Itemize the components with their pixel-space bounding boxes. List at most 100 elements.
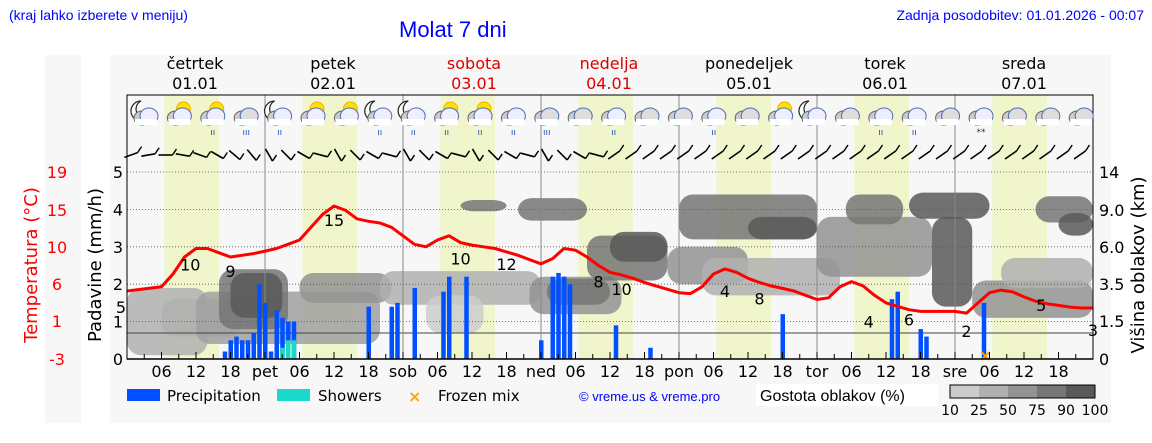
- wind-barb-feather: [688, 144, 694, 152]
- copyright-link: © vreme.us & vreme.pro: [579, 389, 720, 404]
- day-date: 04.01: [586, 74, 632, 93]
- cloud-tick: 14: [1099, 163, 1119, 182]
- wind-barb: [402, 148, 412, 162]
- wind-barb: [935, 150, 948, 160]
- last-update: Zadnja posodobitev: 01.01.2026 - 00:07: [896, 7, 1144, 23]
- temp-label: 8: [593, 273, 603, 292]
- cloud-icon: [634, 107, 660, 126]
- wind-barb: [607, 150, 621, 160]
- precip-bar: [274, 310, 279, 359]
- moon-cloud-rain-icon: ıı: [397, 100, 426, 138]
- x-tick-label: 06: [841, 362, 861, 381]
- precip-bar: [412, 287, 417, 359]
- rain-glyph: ıı: [878, 128, 883, 138]
- x-tick-label: 06: [289, 362, 309, 381]
- cloud-blob: [380, 271, 541, 305]
- x-tick-label: 18: [772, 362, 792, 381]
- rain-glyph: ıı: [477, 128, 482, 138]
- wind-barb-feather: [377, 152, 384, 159]
- precip-bar: [245, 340, 251, 359]
- page-title: Molat 7 dni: [399, 17, 507, 42]
- wind-barb-feather: [877, 144, 884, 152]
- precip-bar: [780, 314, 785, 359]
- x-tick-label: 12: [186, 362, 206, 381]
- precip-bar: [268, 351, 274, 359]
- moon-cloud-rain-icon: ıı: [264, 100, 293, 138]
- precip-bar: [447, 276, 452, 359]
- wind-barb-feather: [205, 151, 212, 158]
- precip-bar: [924, 336, 929, 359]
- wind-barb-feather: [1033, 144, 1039, 152]
- wind-barb-feather: [464, 150, 471, 158]
- wind-barb: [418, 149, 430, 161]
- moon-cloud-icon: [130, 100, 159, 126]
- wind-barb: [366, 150, 379, 160]
- wind-barb: [573, 150, 586, 160]
- precip-bar: [257, 284, 262, 359]
- cloud-blob: [518, 198, 587, 221]
- wind-barb: [435, 150, 448, 160]
- sun-cloud-icon: [768, 101, 794, 126]
- wind-barb-feather: [757, 144, 763, 152]
- moon-cloud-rain-icon: ıı: [364, 100, 393, 138]
- wind-barb-feather: [255, 153, 261, 161]
- x-tick-label: 06: [151, 362, 171, 381]
- precip-bar: [918, 329, 923, 359]
- wind-barb-feather: [171, 148, 178, 156]
- precip-bar: [366, 306, 371, 359]
- wind-barb: [589, 152, 604, 158]
- day-date: 05.01: [726, 74, 772, 93]
- cloud-rain-icon: ıı: [701, 107, 727, 138]
- precip-bar: [395, 302, 400, 359]
- wind-barb: [642, 150, 655, 160]
- temp-label: 12: [496, 255, 516, 274]
- wind-barb-feather: [739, 144, 746, 152]
- cloud-rain-icon: ıı: [868, 107, 894, 138]
- wind-barb-feather: [446, 152, 453, 159]
- wind-barb: [1021, 150, 1035, 160]
- wind-barb: [349, 149, 361, 161]
- cloud-heavy-rain-icon: ııı: [233, 107, 259, 138]
- precip-bar: [981, 302, 987, 359]
- precip-bar: [464, 276, 469, 359]
- precip-tick: 3: [113, 238, 123, 257]
- x-tick-label: 06: [979, 362, 999, 381]
- temp-label: 9: [225, 262, 235, 281]
- wind-barb-feather: [478, 154, 485, 162]
- day-name: sobota: [447, 54, 501, 73]
- precip-tick: 4: [113, 200, 123, 219]
- x-tick-label: 12: [462, 362, 482, 381]
- precip-bar: [222, 351, 228, 359]
- precip-tick: 0: [113, 350, 123, 369]
- day-name: ponedeljek: [705, 54, 794, 73]
- wind-barb: [487, 149, 499, 161]
- legend-cloud-swatch: [979, 385, 1008, 398]
- x-tick-label: 18: [496, 362, 516, 381]
- wind-barb-feather: [584, 152, 591, 159]
- rain-glyph: ıı: [912, 128, 917, 138]
- x-tick-label: 06: [703, 362, 723, 381]
- cloud-blob: [702, 258, 840, 296]
- x-tick-label: 18: [1048, 362, 1068, 381]
- temp-tick: 1: [52, 312, 62, 331]
- wind-barb-feather: [964, 144, 970, 152]
- x-tick-label: 12: [876, 362, 896, 381]
- precip-bar: [562, 276, 567, 359]
- cloud-snow-icon: **: [968, 107, 994, 138]
- wind-barb-feather: [428, 153, 434, 161]
- wind-barb-feather: [1084, 144, 1091, 152]
- wind-barb: [382, 152, 397, 158]
- legend-cloud-tick: 90: [1057, 403, 1075, 419]
- precip-bar: [648, 347, 653, 359]
- wind-barb: [952, 150, 966, 160]
- day-date: 06.01: [862, 74, 908, 93]
- day-name: četrtek: [167, 54, 225, 73]
- wind-barb: [901, 150, 914, 160]
- region-hint[interactable]: (kraj lahko izberete v meniju): [9, 7, 188, 23]
- day-name: sreda: [1002, 54, 1046, 73]
- wind-barb: [297, 150, 310, 160]
- wind-barb-feather: [1015, 144, 1022, 152]
- wind-barb: [728, 150, 741, 160]
- wind-barb-feather: [929, 144, 935, 152]
- precip-bar: [280, 317, 285, 359]
